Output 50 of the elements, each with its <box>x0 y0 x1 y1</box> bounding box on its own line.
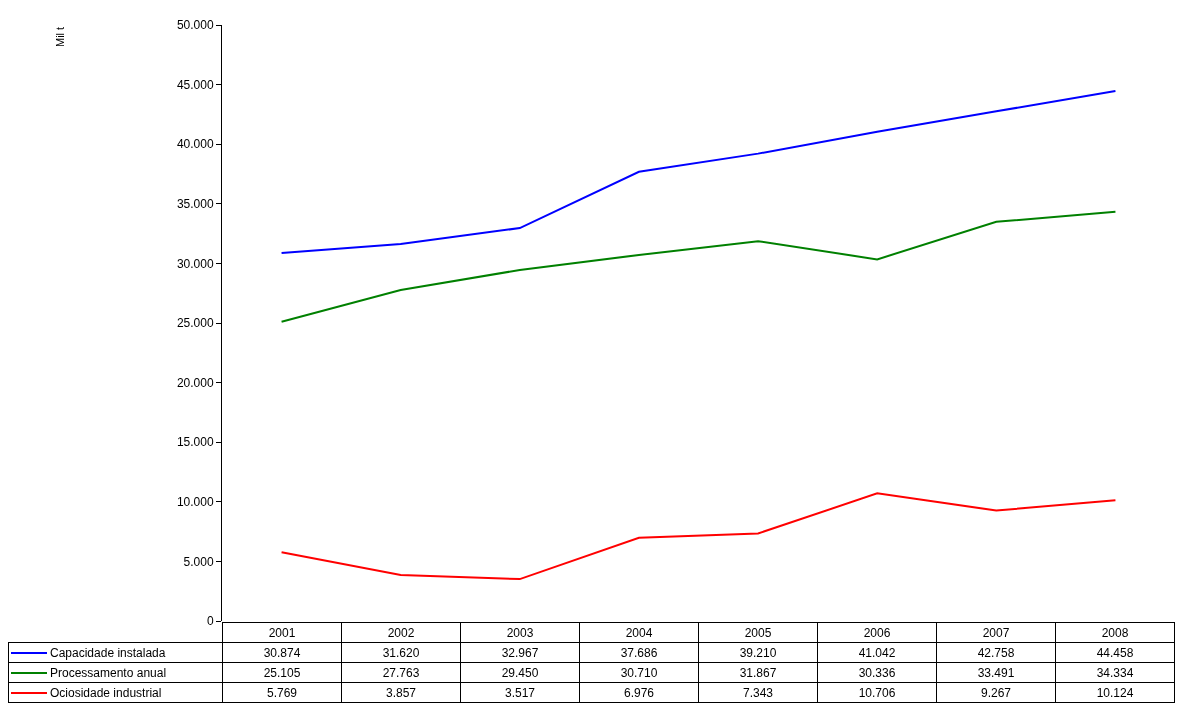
x-tick-label: 2007 <box>936 622 1056 643</box>
data-label: 30.874 <box>222 642 342 663</box>
y-tick-label: 50.000 <box>176 18 214 33</box>
data-label: 27.763 <box>341 662 461 683</box>
data-label: 44.458 <box>1055 642 1175 663</box>
y-tick-label: 40.000 <box>176 137 214 152</box>
data-label: 41.042 <box>817 642 937 663</box>
data-label: 7.343 <box>698 682 818 703</box>
x-tick-label: 2003 <box>460 622 580 643</box>
data-label: 9.267 <box>936 682 1056 703</box>
data-label: 30.710 <box>579 662 699 683</box>
x-tick-label: 2008 <box>1055 622 1175 643</box>
data-label: 10.124 <box>1055 682 1175 703</box>
x-tick-label: 2004 <box>579 622 699 643</box>
data-label: 33.491 <box>936 662 1056 683</box>
y-tick-label: 35.000 <box>176 197 214 211</box>
y-tick-label: 45.000 <box>176 77 214 92</box>
line-series <box>280 210 1117 323</box>
data-label: 34.334 <box>1055 662 1175 683</box>
y-tick-label: 10.000 <box>176 495 214 509</box>
text: Mil t <box>53 26 66 47</box>
legend-label: Processamento anual <box>8 662 223 683</box>
y-tick-label: 25.000 <box>176 316 214 331</box>
data-label: 10.706 <box>817 682 937 703</box>
x-tick-label: 2001 <box>222 622 342 643</box>
data-label: 42.758 <box>936 642 1056 663</box>
x-tick-label: 2006 <box>817 622 937 643</box>
data-label: 37.686 <box>579 642 699 663</box>
data-label: 29.450 <box>460 662 580 683</box>
line-series <box>280 90 1117 254</box>
y-tick-label: 20.000 <box>176 375 214 390</box>
data-label: 25.105 <box>222 662 342 683</box>
data-label: 5.769 <box>222 682 342 703</box>
y-tick-label: 5.000 <box>183 554 214 569</box>
y-tick-label: 0 <box>206 614 214 629</box>
x-tick-label: 2005 <box>698 622 818 643</box>
data-label: 6.976 <box>579 682 699 703</box>
data-label: 3.857 <box>341 682 461 703</box>
y-tick-label: 30.000 <box>176 256 214 271</box>
data-label: 32.967 <box>460 642 580 663</box>
y-tick-label: 15.000 <box>176 435 214 450</box>
data-label: 31.867 <box>698 662 818 683</box>
data-label: 30.336 <box>817 662 937 683</box>
legend-label: Capacidade instalada <box>8 642 223 663</box>
data-label: 31.620 <box>341 642 461 663</box>
line-series <box>280 492 1117 581</box>
legend-label: Ociosidade industrial <box>8 682 223 703</box>
data-label: 3.517 <box>460 682 580 703</box>
data-label: 39.210 <box>698 642 818 663</box>
x-tick-label: 2002 <box>341 622 461 643</box>
